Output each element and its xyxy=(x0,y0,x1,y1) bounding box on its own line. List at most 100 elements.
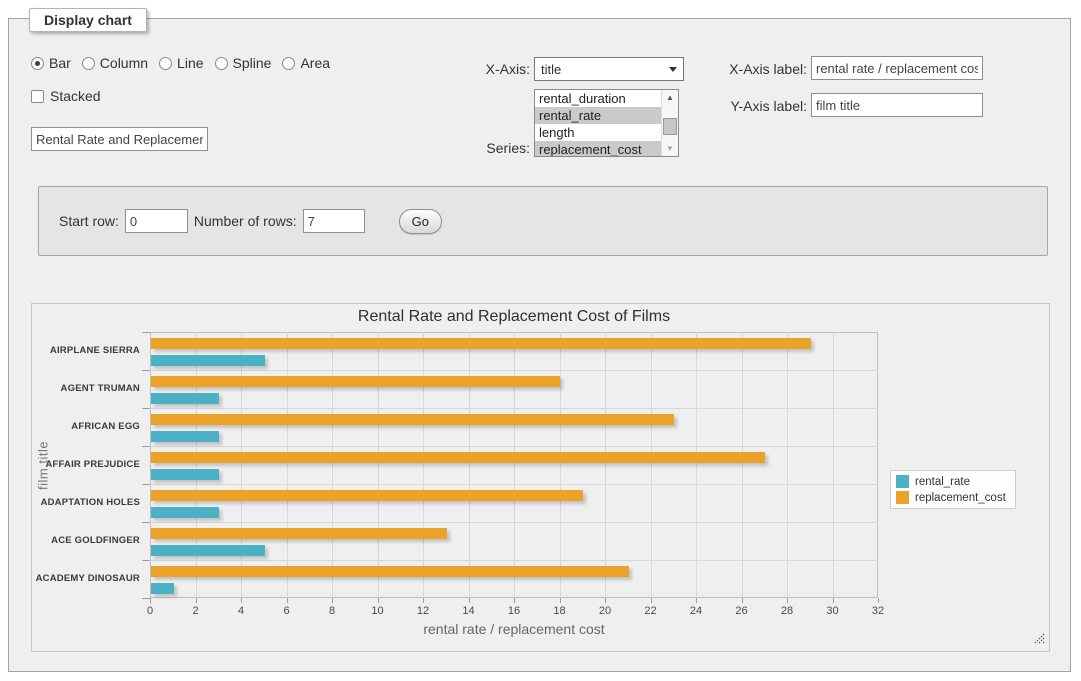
start-row-label: Start row: xyxy=(59,213,119,229)
category-label: ADAPTATION HOLES xyxy=(32,497,140,508)
resize-handle-icon[interactable] xyxy=(1033,632,1046,645)
x-axis-tick-label: 30 xyxy=(813,605,853,617)
scrollbar-thumb[interactable] xyxy=(663,118,677,135)
x-axis-tick xyxy=(150,598,151,603)
gridline-horizontal xyxy=(150,522,878,523)
x-axis-tick-label: 22 xyxy=(631,605,671,617)
chart-legend: rental_rate replacement_cost xyxy=(890,470,1016,509)
bar-rental_rate xyxy=(151,583,174,594)
x-axis-tick-label: 18 xyxy=(540,605,580,617)
chart-title-input[interactable] xyxy=(31,127,208,151)
gridline-vertical xyxy=(833,332,834,598)
x-axis-tick xyxy=(787,598,788,603)
gridline-vertical xyxy=(332,332,333,598)
go-button[interactable]: Go xyxy=(399,209,442,234)
x-axis-tick-label: 20 xyxy=(585,605,625,617)
x-axis-label-input[interactable] xyxy=(811,56,983,80)
x-axis-tick-label: 8 xyxy=(312,605,352,617)
bar-replacement_cost xyxy=(151,414,674,425)
gridline-vertical xyxy=(469,332,470,598)
y-axis-tick xyxy=(142,560,150,561)
legend-item-rental_rate: rental_rate xyxy=(896,475,1006,488)
bar-replacement_cost xyxy=(151,528,447,539)
series-option-replacement_cost[interactable]: replacement_cost xyxy=(535,141,661,157)
x-axis-tick-label: 14 xyxy=(449,605,489,617)
series-select-label: Series: xyxy=(446,140,530,156)
x-axis-select-label: X-Axis: xyxy=(446,61,530,77)
bar-rental_rate xyxy=(151,393,219,404)
gridline-vertical xyxy=(696,332,697,598)
category-label: ACADEMY DINOSAUR xyxy=(32,573,140,584)
scrollbar-down-icon[interactable]: ▼ xyxy=(662,141,678,156)
x-axis-tick-label: 2 xyxy=(176,605,216,617)
x-axis-tick xyxy=(696,598,697,603)
gridline-vertical xyxy=(378,332,379,598)
chart-type-radio-area[interactable]: Area xyxy=(282,55,330,71)
x-axis-tick xyxy=(514,598,515,603)
chart-type-radio-bar[interactable]: Bar xyxy=(31,55,71,71)
legend-item-replacement_cost: replacement_cost xyxy=(896,491,1006,504)
y-axis-tick xyxy=(142,370,150,371)
series-option-rental_duration[interactable]: rental_duration xyxy=(535,90,661,107)
y-axis-tick xyxy=(142,408,150,409)
x-axis-tick xyxy=(287,598,288,603)
y-axis-tick xyxy=(142,598,150,599)
bar-replacement_cost xyxy=(151,452,765,463)
start-row-input[interactable] xyxy=(125,209,188,233)
chart-type-radio-spline[interactable]: Spline xyxy=(215,55,272,71)
category-label: AFFAIR PREJUDICE xyxy=(32,459,140,470)
x-axis-tick xyxy=(196,598,197,603)
gridline-vertical xyxy=(196,332,197,598)
chart-type-radio-column[interactable]: Column xyxy=(82,55,148,71)
bar-rental_rate xyxy=(151,507,219,518)
y-axis-label-label: Y-Axis label: xyxy=(649,98,807,114)
y-axis-tick xyxy=(142,446,150,447)
x-axis-tick xyxy=(241,598,242,603)
x-axis-tick xyxy=(651,598,652,603)
checkbox-icon xyxy=(31,90,44,103)
display-chart-panel: Display chart BarColumnLineSplineArea St… xyxy=(8,18,1071,672)
x-axis-tick-label: 0 xyxy=(130,605,170,617)
radio-icon xyxy=(31,57,44,70)
y-axis-label-input[interactable] xyxy=(811,93,983,117)
bar-replacement_cost xyxy=(151,338,811,349)
gridline-horizontal xyxy=(150,408,878,409)
gridline-vertical xyxy=(605,332,606,598)
legend-swatch xyxy=(896,475,909,488)
gridline-vertical xyxy=(742,332,743,598)
x-axis-tick xyxy=(560,598,561,603)
radio-icon xyxy=(82,57,95,70)
stacked-label: Stacked xyxy=(50,88,101,104)
app-page: Display chart Bar Column Line Spline Area St… xyxy=(0,0,1081,681)
x-axis-tick-label: 10 xyxy=(358,605,398,617)
category-label: AGENT TRUMAN xyxy=(32,383,140,394)
x-axis-tick-label: 28 xyxy=(767,605,807,617)
series-option-length[interactable]: length xyxy=(535,124,661,141)
radio-icon xyxy=(215,57,228,70)
x-axis-tick xyxy=(378,598,379,603)
series-option-rental_rate[interactable]: rental_rate xyxy=(535,107,661,124)
gridline-vertical xyxy=(423,332,424,598)
number-of-rows-input[interactable] xyxy=(303,209,365,233)
gridline-vertical xyxy=(651,332,652,598)
gridline-horizontal xyxy=(150,560,878,561)
row-range-panel: Start row: Number of rows: Go xyxy=(38,186,1048,256)
x-axis-title: rental rate / replacement cost xyxy=(150,621,878,637)
chart-type-label: Bar xyxy=(49,55,71,71)
x-axis-label-label: X-Axis label: xyxy=(649,61,807,77)
legend-swatch xyxy=(896,491,909,504)
x-axis-tick-label: 4 xyxy=(221,605,261,617)
chart-title: Rental Rate and Replacement Cost of Film… xyxy=(150,308,878,326)
x-axis-tick xyxy=(332,598,333,603)
x-axis-tick-label: 6 xyxy=(267,605,307,617)
bar-replacement_cost xyxy=(151,566,629,577)
category-label: AFRICAN EGG xyxy=(32,421,140,432)
chart-type-radio-line[interactable]: Line xyxy=(159,55,203,71)
category-label: ACE GOLDFINGER xyxy=(32,535,140,546)
x-axis-tick-label: 12 xyxy=(403,605,443,617)
stacked-checkbox[interactable]: Stacked xyxy=(31,88,101,104)
panel-title: Display chart xyxy=(29,8,147,32)
x-axis-tick-label: 26 xyxy=(722,605,762,617)
bar-rental_rate xyxy=(151,431,219,442)
chart-type-label: Spline xyxy=(233,55,272,71)
